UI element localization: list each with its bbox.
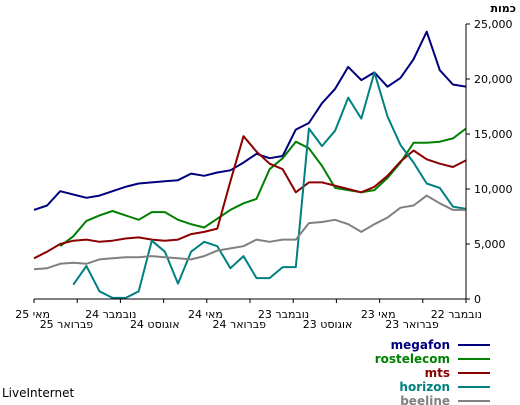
legend-label-rostelecom: rostelecom <box>375 352 450 366</box>
series-line-beeline <box>33 194 466 271</box>
y-tick-label: 15,000 <box>474 128 513 141</box>
x-tick-label: פברואר 25 <box>40 318 94 331</box>
legend-label-horizon: horizon <box>399 380 450 394</box>
x-tick-label: נובמבר 24 <box>85 308 136 321</box>
y-tick-label: 25,000 <box>474 18 513 31</box>
y-tick-label: 20,000 <box>474 73 513 86</box>
x-tick-label: נובמבר 22 <box>431 308 482 321</box>
x-tick-label: נובמבר 23 <box>258 308 309 321</box>
x-tick-label: פברואר 23 <box>385 318 439 331</box>
y-ticks: 0 5,000 10,000 15,000 20,000 25,000 <box>466 18 513 306</box>
y-tick-label: 10,000 <box>474 183 513 196</box>
series-line-horizon <box>72 71 467 299</box>
y-tick-label: 0 <box>474 293 481 306</box>
x-tick-label: אוגוסט 23 <box>303 318 353 331</box>
x-tick-label: פברואר 24 <box>213 318 267 331</box>
legend-label-beeline: beeline <box>400 394 450 405</box>
x-tick-label: אוגוסט 24 <box>130 318 180 331</box>
y-axis-label: כמות <box>491 2 516 15</box>
x-tick-label: מאי 25 <box>15 308 50 321</box>
x-tick-label: מאי 23 <box>361 308 396 321</box>
series-line-mts <box>33 135 467 260</box>
plot-lines <box>33 30 467 299</box>
y-tick-label: 5,000 <box>474 238 506 251</box>
legend-label-mts: mts <box>425 366 450 380</box>
legend-label-megafon: megafon <box>391 338 450 352</box>
x-tick-label: מאי 24 <box>188 308 223 321</box>
series-line-megafon <box>33 30 467 211</box>
footer-brand: LiveInternet <box>2 386 75 400</box>
